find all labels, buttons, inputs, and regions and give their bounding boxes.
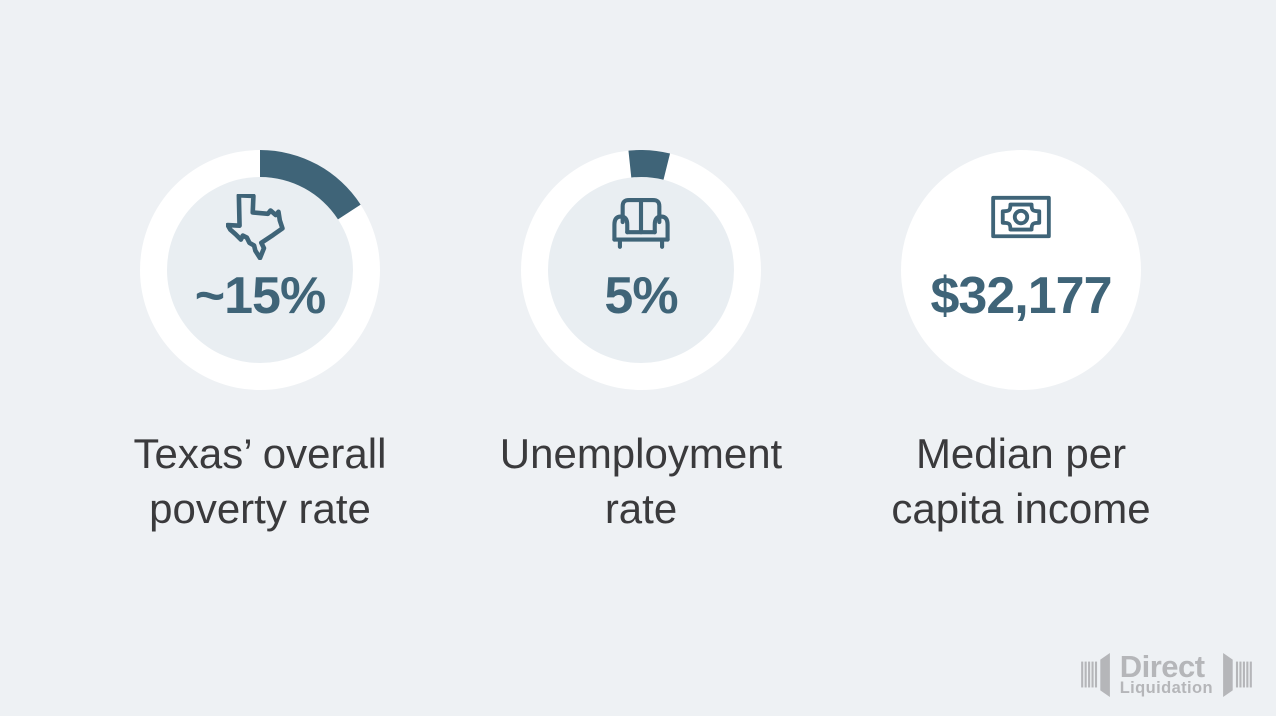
- stat-label: Median per capita income: [851, 426, 1191, 537]
- stat-value: ~15%: [194, 267, 326, 325]
- money-bill-icon: [901, 194, 1141, 242]
- stat-value: 5%: [604, 267, 678, 325]
- donut-ring-poverty: ~15%: [140, 150, 380, 390]
- barcode-left-icon: [1080, 652, 1110, 698]
- stat-label-line1: Texas’ overall: [133, 430, 387, 477]
- donut-ring: [140, 150, 380, 390]
- stat-card-unemployment: 5% Unemployment rate: [471, 150, 811, 537]
- donut-ring: [521, 150, 761, 390]
- ring-inner-disc: [167, 177, 353, 363]
- stat-card-poverty: ~15% Texas’ overall poverty rate: [90, 150, 430, 537]
- donut-ring-unemployment: 5%: [521, 150, 761, 390]
- stat-label-line1: Median per: [915, 430, 1127, 477]
- donut-arc: [260, 150, 361, 220]
- barcode-right-icon: [1223, 652, 1252, 698]
- couch-icon: [521, 194, 761, 252]
- stat-card-income: $32,177 Median per capita income: [851, 150, 1191, 537]
- stat-value: $32,177: [930, 267, 1113, 325]
- stat-label-line1: Unemployment: [499, 430, 783, 477]
- ring-outer: [901, 150, 1141, 390]
- ring-inner-disc: [548, 177, 734, 363]
- stat-label-line2: rate: [604, 485, 678, 533]
- stat-label-line2: capita income: [891, 485, 1151, 533]
- donut-arc: [628, 150, 671, 180]
- donut-ring-income: $32,177: [901, 150, 1141, 390]
- stat-label: Texas’ overall poverty rate: [90, 426, 430, 537]
- donut-ring: [901, 150, 1141, 390]
- stat-label-line2: poverty rate: [149, 485, 371, 533]
- logo-wordmark: Direct Liquidation: [1119, 649, 1213, 698]
- stat-label: Unemployment rate: [471, 426, 811, 537]
- logo-subtext: Liquidation: [1119, 679, 1213, 698]
- brand-logo: Direct Liquidation: [1080, 649, 1252, 698]
- logo-word: Direct: [1119, 649, 1205, 685]
- texas-state-icon: [140, 194, 380, 260]
